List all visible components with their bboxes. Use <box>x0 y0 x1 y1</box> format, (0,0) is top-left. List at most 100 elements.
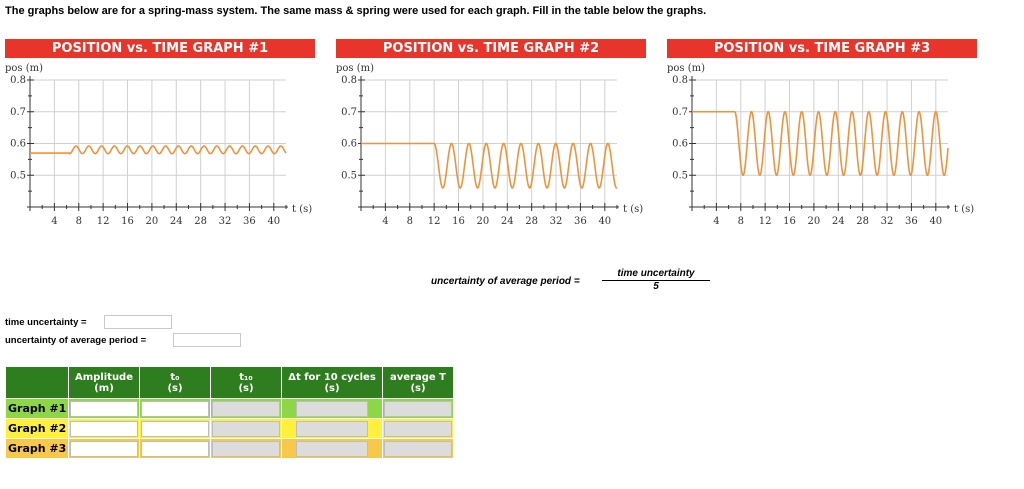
graph-2-xtick-label-28: 28 <box>525 216 538 227</box>
graph-3-ytick-label-0.5: 0.5 <box>672 170 688 181</box>
cell-average-t-graph-2-bg <box>383 418 453 438</box>
uncertainty-avg-period-input[interactable] <box>173 333 241 347</box>
graph-3-ytick-label-0.6: 0.6 <box>672 139 688 150</box>
cell-amplitude-graph-1-bg <box>69 398 139 418</box>
input-delta-t-graph-3[interactable] <box>296 440 368 457</box>
graph-2-xtick-label-4: 4 <box>382 216 388 227</box>
graph-3-series-line <box>692 110 949 177</box>
formula-lhs: uncertainty of average period = <box>431 276 580 287</box>
header-delta-t-line1: Δt for 10 cycles <box>288 371 376 383</box>
cell-delta-t-graph-1-bg <box>282 398 382 418</box>
input-t10-graph-3[interactable] <box>212 440 280 457</box>
row-label-graph-1: Graph #1 <box>6 398 68 418</box>
graph-2-title: POSITION vs. TIME GRAPH #2 <box>336 39 646 58</box>
graph-2-xtick-label-40: 40 <box>598 216 611 227</box>
input-average-t-graph-2[interactable] <box>384 420 452 437</box>
position-time-graph-1: pos (m) 4 8 12 16 20 24 28 32 36 40 0.8 0.7 0.6 0.5 t (… <box>5 63 312 227</box>
time-uncertainty-input[interactable] <box>104 315 172 329</box>
input-t0-graph-1[interactable] <box>141 400 209 417</box>
graph-3-xtick-label-32: 32 <box>881 216 894 227</box>
input-amplitude-graph-3[interactable] <box>70 440 138 457</box>
graph-2-xtick-label-32: 32 <box>550 216 563 227</box>
graph-1-ytick-label-0.6: 0.6 <box>10 139 26 150</box>
cell-t10-graph-1-bg <box>211 398 281 418</box>
graph-3-title: POSITION vs. TIME GRAPH #3 <box>667 39 977 58</box>
header-delta-t-line2: (s) <box>324 382 340 394</box>
formula-denominator: 5 <box>653 281 659 292</box>
input-average-t-graph-1[interactable] <box>384 400 452 417</box>
graph-1-series-line <box>30 145 287 155</box>
cell-delta-t-graph-3-bg <box>282 438 382 458</box>
instructions-text: The graphs below are for a spring-mass s… <box>5 5 707 17</box>
graph-2-xlabel: t (s) <box>623 204 643 215</box>
graph-2-ytick-label-0.5: 0.5 <box>341 170 357 181</box>
input-delta-t-graph-1[interactable] <box>296 400 368 417</box>
graph-3-xtick-label-20: 20 <box>808 216 821 227</box>
table-row-graph-3: Graph #3 <box>6 438 453 458</box>
input-t10-graph-1[interactable] <box>212 400 280 417</box>
graph-1-xtick-label-28: 28 <box>194 216 207 227</box>
time-uncertainty-label: time uncertainty = <box>5 317 87 328</box>
position-time-graph-2: pos (m) 4 8 12 16 20 24 28 32 36 40 0.8 0.7 0.6 0.5 t (… <box>336 63 643 227</box>
header-t10-line1: t₁₀ <box>239 371 253 383</box>
cell-t0-graph-1-bg <box>140 398 210 418</box>
input-average-t-graph-3[interactable] <box>384 440 452 457</box>
table-header-delta-t: Δt for 10 cycles (s) <box>282 367 382 398</box>
table-header-blank <box>6 367 68 398</box>
input-t0-graph-2[interactable] <box>141 420 209 437</box>
graph-3-ylabel: pos (m) <box>667 63 705 74</box>
graph-2-ylabel: pos (m) <box>336 63 374 74</box>
input-t10-graph-2[interactable] <box>212 420 280 437</box>
input-t0-graph-3[interactable] <box>141 440 209 457</box>
graph-2-xtick-label-16: 16 <box>452 216 465 227</box>
graph-2-ytick-label-0.8: 0.8 <box>341 75 357 86</box>
graph-3-xtick-label-36: 36 <box>905 216 918 227</box>
graph-2-series-line <box>361 142 618 189</box>
graph-3-xlabel: t (s) <box>954 204 974 215</box>
cell-t0-graph-3-bg <box>140 438 210 458</box>
uncertainty-avg-period-label: uncertainty of average period = <box>5 335 147 346</box>
graph-2-xtick-label-24: 24 <box>501 216 514 227</box>
graph-1-xtick-label-4: 4 <box>51 216 57 227</box>
graph-1-ytick-label-0.7: 0.7 <box>10 107 26 118</box>
graph-1-xtick-label-20: 20 <box>146 216 159 227</box>
graph-1-ylabel: pos (m) <box>5 63 43 74</box>
table-header-t10: t₁₀ (s) <box>211 367 281 398</box>
header-t10-line2: (s) <box>238 382 254 394</box>
graph-2-ytick-label-0.7: 0.7 <box>341 107 357 118</box>
graph-1-xtick-label-12: 12 <box>97 216 110 227</box>
header-average-t-line1: average T <box>390 371 446 383</box>
graph-1-ytick-label-0.8: 0.8 <box>10 75 26 86</box>
row-label-graph-3: Graph #3 <box>6 438 68 458</box>
cell-average-t-graph-3-bg <box>383 438 453 458</box>
graph-1-title: POSITION vs. TIME GRAPH #1 <box>5 39 315 58</box>
position-time-graph-3: pos (m) 4 8 12 16 20 24 28 32 36 40 0.8 0.7 0.6 0.5 t (… <box>667 63 974 227</box>
cell-amplitude-graph-3-bg <box>69 438 139 458</box>
graph-3-xtick-label-24: 24 <box>832 216 845 227</box>
graph-2-xtick-label-36: 36 <box>574 216 587 227</box>
graph-3-ytick-label-0.8: 0.8 <box>672 75 688 86</box>
graph-2-ytick-label-0.6: 0.6 <box>341 139 357 150</box>
graph-1-xtick-label-36: 36 <box>243 216 256 227</box>
table-row-graph-1: Graph #1 <box>6 398 453 418</box>
graph-1-xtick-label-40: 40 <box>267 216 280 227</box>
table-header-amplitude: Amplitude (m) <box>69 367 139 398</box>
header-amplitude-line1: Amplitude <box>74 371 133 383</box>
table-header-t0: t₀ (s) <box>140 367 210 398</box>
cell-t10-graph-2-bg <box>211 418 281 438</box>
formula-fraction: time uncertainty 5 <box>602 268 710 292</box>
graph-1-xtick-label-8: 8 <box>76 216 82 227</box>
input-amplitude-graph-2[interactable] <box>70 420 138 437</box>
table-header-average-t: average T (s) <box>383 367 453 398</box>
table-row-graph-2: Graph #2 <box>6 418 453 438</box>
formula-numerator: time uncertainty <box>602 268 710 281</box>
header-t0-line2: (s) <box>167 382 183 394</box>
table-header-row: Amplitude (m) t₀ (s) t₁₀ (s) Δt for 10 c… <box>6 367 453 398</box>
graph-1-xlabel: t (s) <box>292 204 312 215</box>
input-delta-t-graph-2[interactable] <box>296 420 368 437</box>
graph-3-xtick-label-28: 28 <box>856 216 869 227</box>
cell-delta-t-graph-2-bg <box>282 418 382 438</box>
graph-3-xtick-label-40: 40 <box>929 216 942 227</box>
graph-2-xtick-label-20: 20 <box>477 216 490 227</box>
input-amplitude-graph-1[interactable] <box>70 400 138 417</box>
